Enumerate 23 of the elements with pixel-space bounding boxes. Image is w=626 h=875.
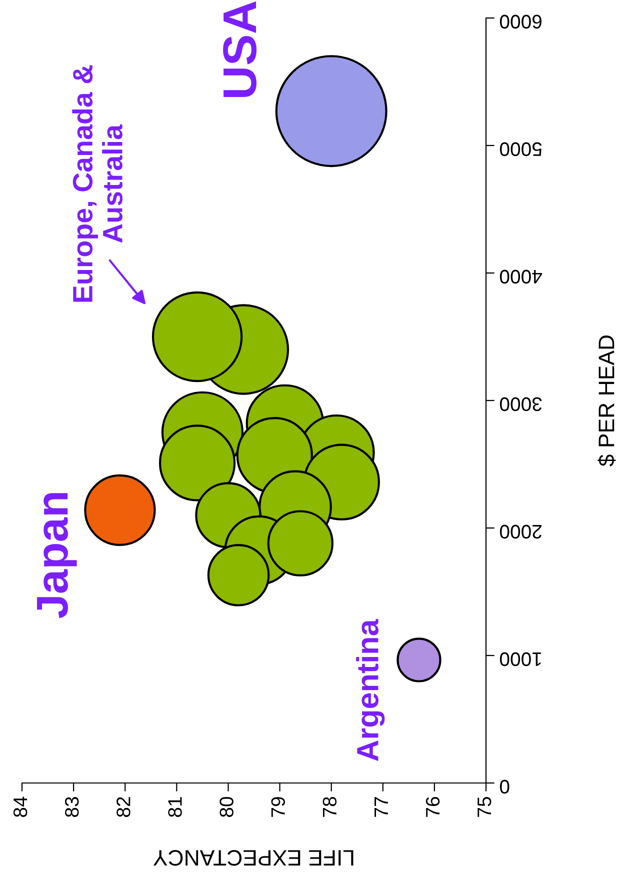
x-axis-title: LIFE EXPECTANCY xyxy=(153,850,354,866)
x-tick-label: 79 xyxy=(271,797,285,817)
y-tick-label: 3000 xyxy=(500,397,542,412)
x-tick-label: 78 xyxy=(322,797,337,817)
y-tick-label: 5000 xyxy=(500,142,542,156)
x-tick-label: 80 xyxy=(220,796,234,817)
text: Japan xyxy=(36,493,77,618)
text: Argentina xyxy=(356,619,385,762)
text: Europe, Canada & Australia xyxy=(72,65,122,302)
text: USA xyxy=(223,1,257,97)
y-tick-label: 1000 xyxy=(500,652,541,666)
x-tick-label: 81 xyxy=(168,797,182,817)
x-tick-label: 82 xyxy=(116,797,130,817)
x-tick-label: 75 xyxy=(478,797,492,817)
y-tick-label: 4000 xyxy=(500,270,542,284)
y-tick-label: 6000 xyxy=(500,14,542,29)
x-tick-label: 83 xyxy=(65,797,79,817)
y-axis-title: $ PER HEAD xyxy=(598,335,616,466)
y-tick-label: 0 xyxy=(500,780,510,794)
x-tick-label: 84 xyxy=(13,796,28,817)
x-tick-label: 76 xyxy=(426,797,440,817)
y-tick-label: 2000 xyxy=(500,524,542,539)
x-tick-label: 77 xyxy=(374,797,388,817)
